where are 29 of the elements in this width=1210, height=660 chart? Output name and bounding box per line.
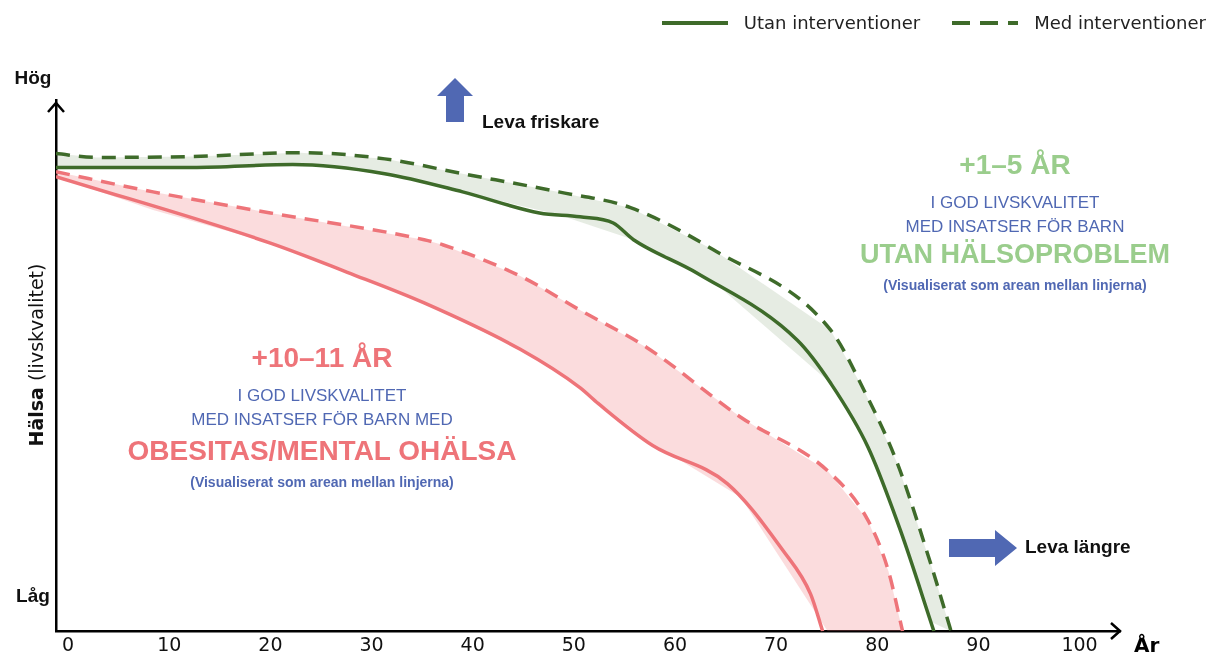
x-tick-label: 70 xyxy=(764,632,789,655)
text: Leva friskare xyxy=(482,110,600,132)
legend-label: Utan interventioner xyxy=(743,12,921,33)
x-tick-label: 60 xyxy=(662,632,688,655)
annotation: OBESITAS/MENTAL OHÄLSA xyxy=(127,435,517,466)
legend-label: Med interventioner xyxy=(1034,12,1206,33)
x-tick-label: 40 xyxy=(460,632,485,655)
x-tick-label: 80 xyxy=(865,632,890,655)
x-axis-title: År xyxy=(1134,633,1160,658)
x-tick-label: 10 xyxy=(157,632,182,655)
x-tick-label: 20 xyxy=(258,632,283,655)
annotation: Leva längre xyxy=(1025,535,1131,557)
x-tick-label: 50 xyxy=(561,632,586,655)
text: Hög xyxy=(14,66,52,88)
x-tick-label: 0 xyxy=(62,632,75,655)
x-tick-label: 90 xyxy=(966,632,991,655)
x-tick-label: 100 xyxy=(1061,632,1098,655)
y-axis-title: Hälsa (livskvalitet) xyxy=(25,263,47,447)
text: Låg xyxy=(16,584,50,606)
annotation: MED INSATSER FÖR BARN MED xyxy=(191,409,453,429)
annotation: UTAN HÄLSOPROBLEM xyxy=(860,238,1170,269)
annotation: (Visualiserat som arean mellan linjerna) xyxy=(883,277,1147,293)
annotation: (Visualiserat som arean mellan linjerna) xyxy=(190,474,454,490)
annotation: I GOD LIVSKVALITET xyxy=(237,385,407,405)
annotation: +10–11 ÅR xyxy=(251,342,393,373)
annotation: I GOD LIVSKVALITET xyxy=(930,192,1100,212)
x-tick-label: 30 xyxy=(359,632,384,655)
annotation: +1–5 ÅR xyxy=(959,149,1071,180)
annotation: MED INSATSER FÖR BARN xyxy=(905,216,1125,236)
